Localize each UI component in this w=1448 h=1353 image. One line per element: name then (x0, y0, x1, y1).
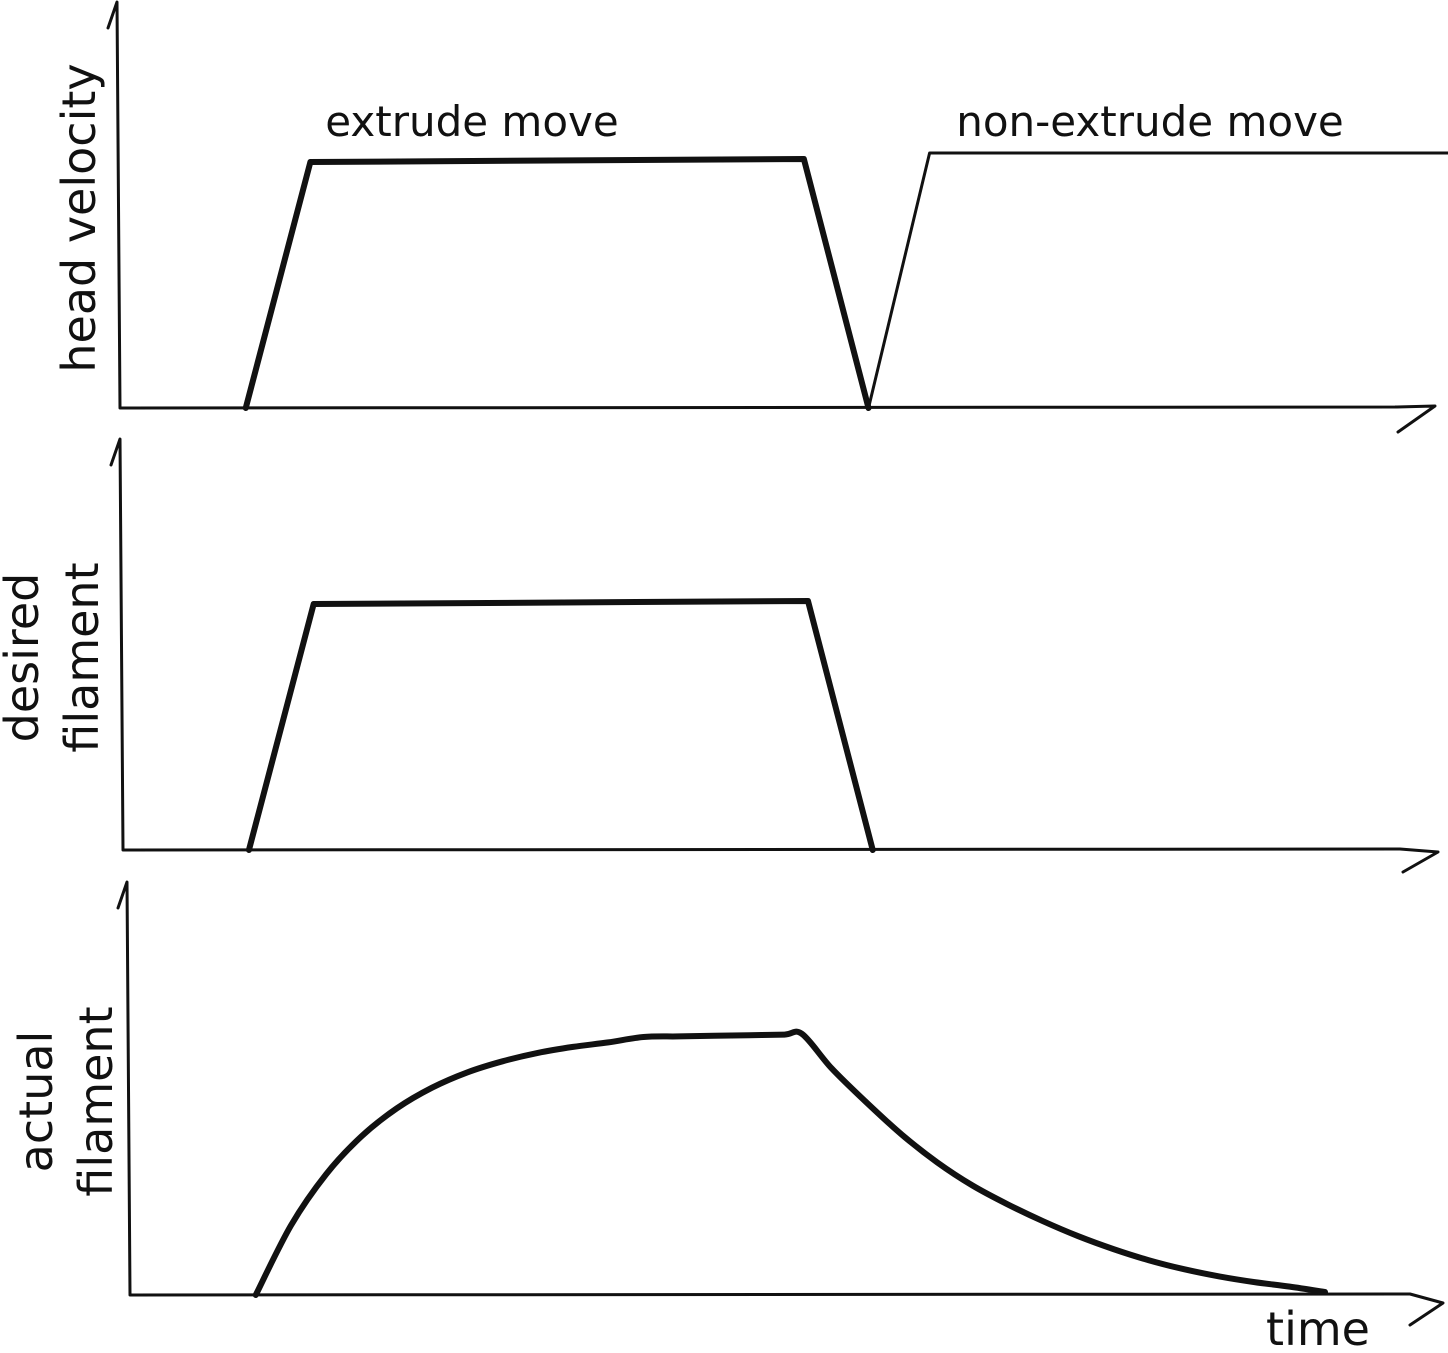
axes-head-velocity (108, 2, 1435, 432)
series-line-head-velocity-2 (869, 153, 1448, 408)
axes-actual-filament (118, 882, 1443, 1325)
series-line-head-velocity-1 (246, 159, 869, 408)
ylabel-actual-filament-line-2: filament (69, 1006, 123, 1196)
series-line-desired-filament-1 (249, 601, 873, 850)
ylabel-desired-filament-line-1: desired (0, 573, 49, 743)
panel-head-velocity: head velocity extrude move non-extrude mov… (52, 2, 1448, 432)
series-line-actual-filament-1 (256, 1032, 1325, 1295)
xlabel-actual-filament: time (1266, 1302, 1370, 1348)
axes-desired-filament (111, 439, 1438, 872)
ylabel-actual-filament-line-1: actual (9, 1031, 63, 1173)
ylabel-head-velocity: head velocity (52, 63, 106, 372)
annotation-extrude-move: extrude move (325, 97, 618, 146)
ylabel-desired-filament-line-2: filament (55, 562, 109, 752)
annotation-non-extrude-move: non-extrude move (956, 97, 1344, 146)
